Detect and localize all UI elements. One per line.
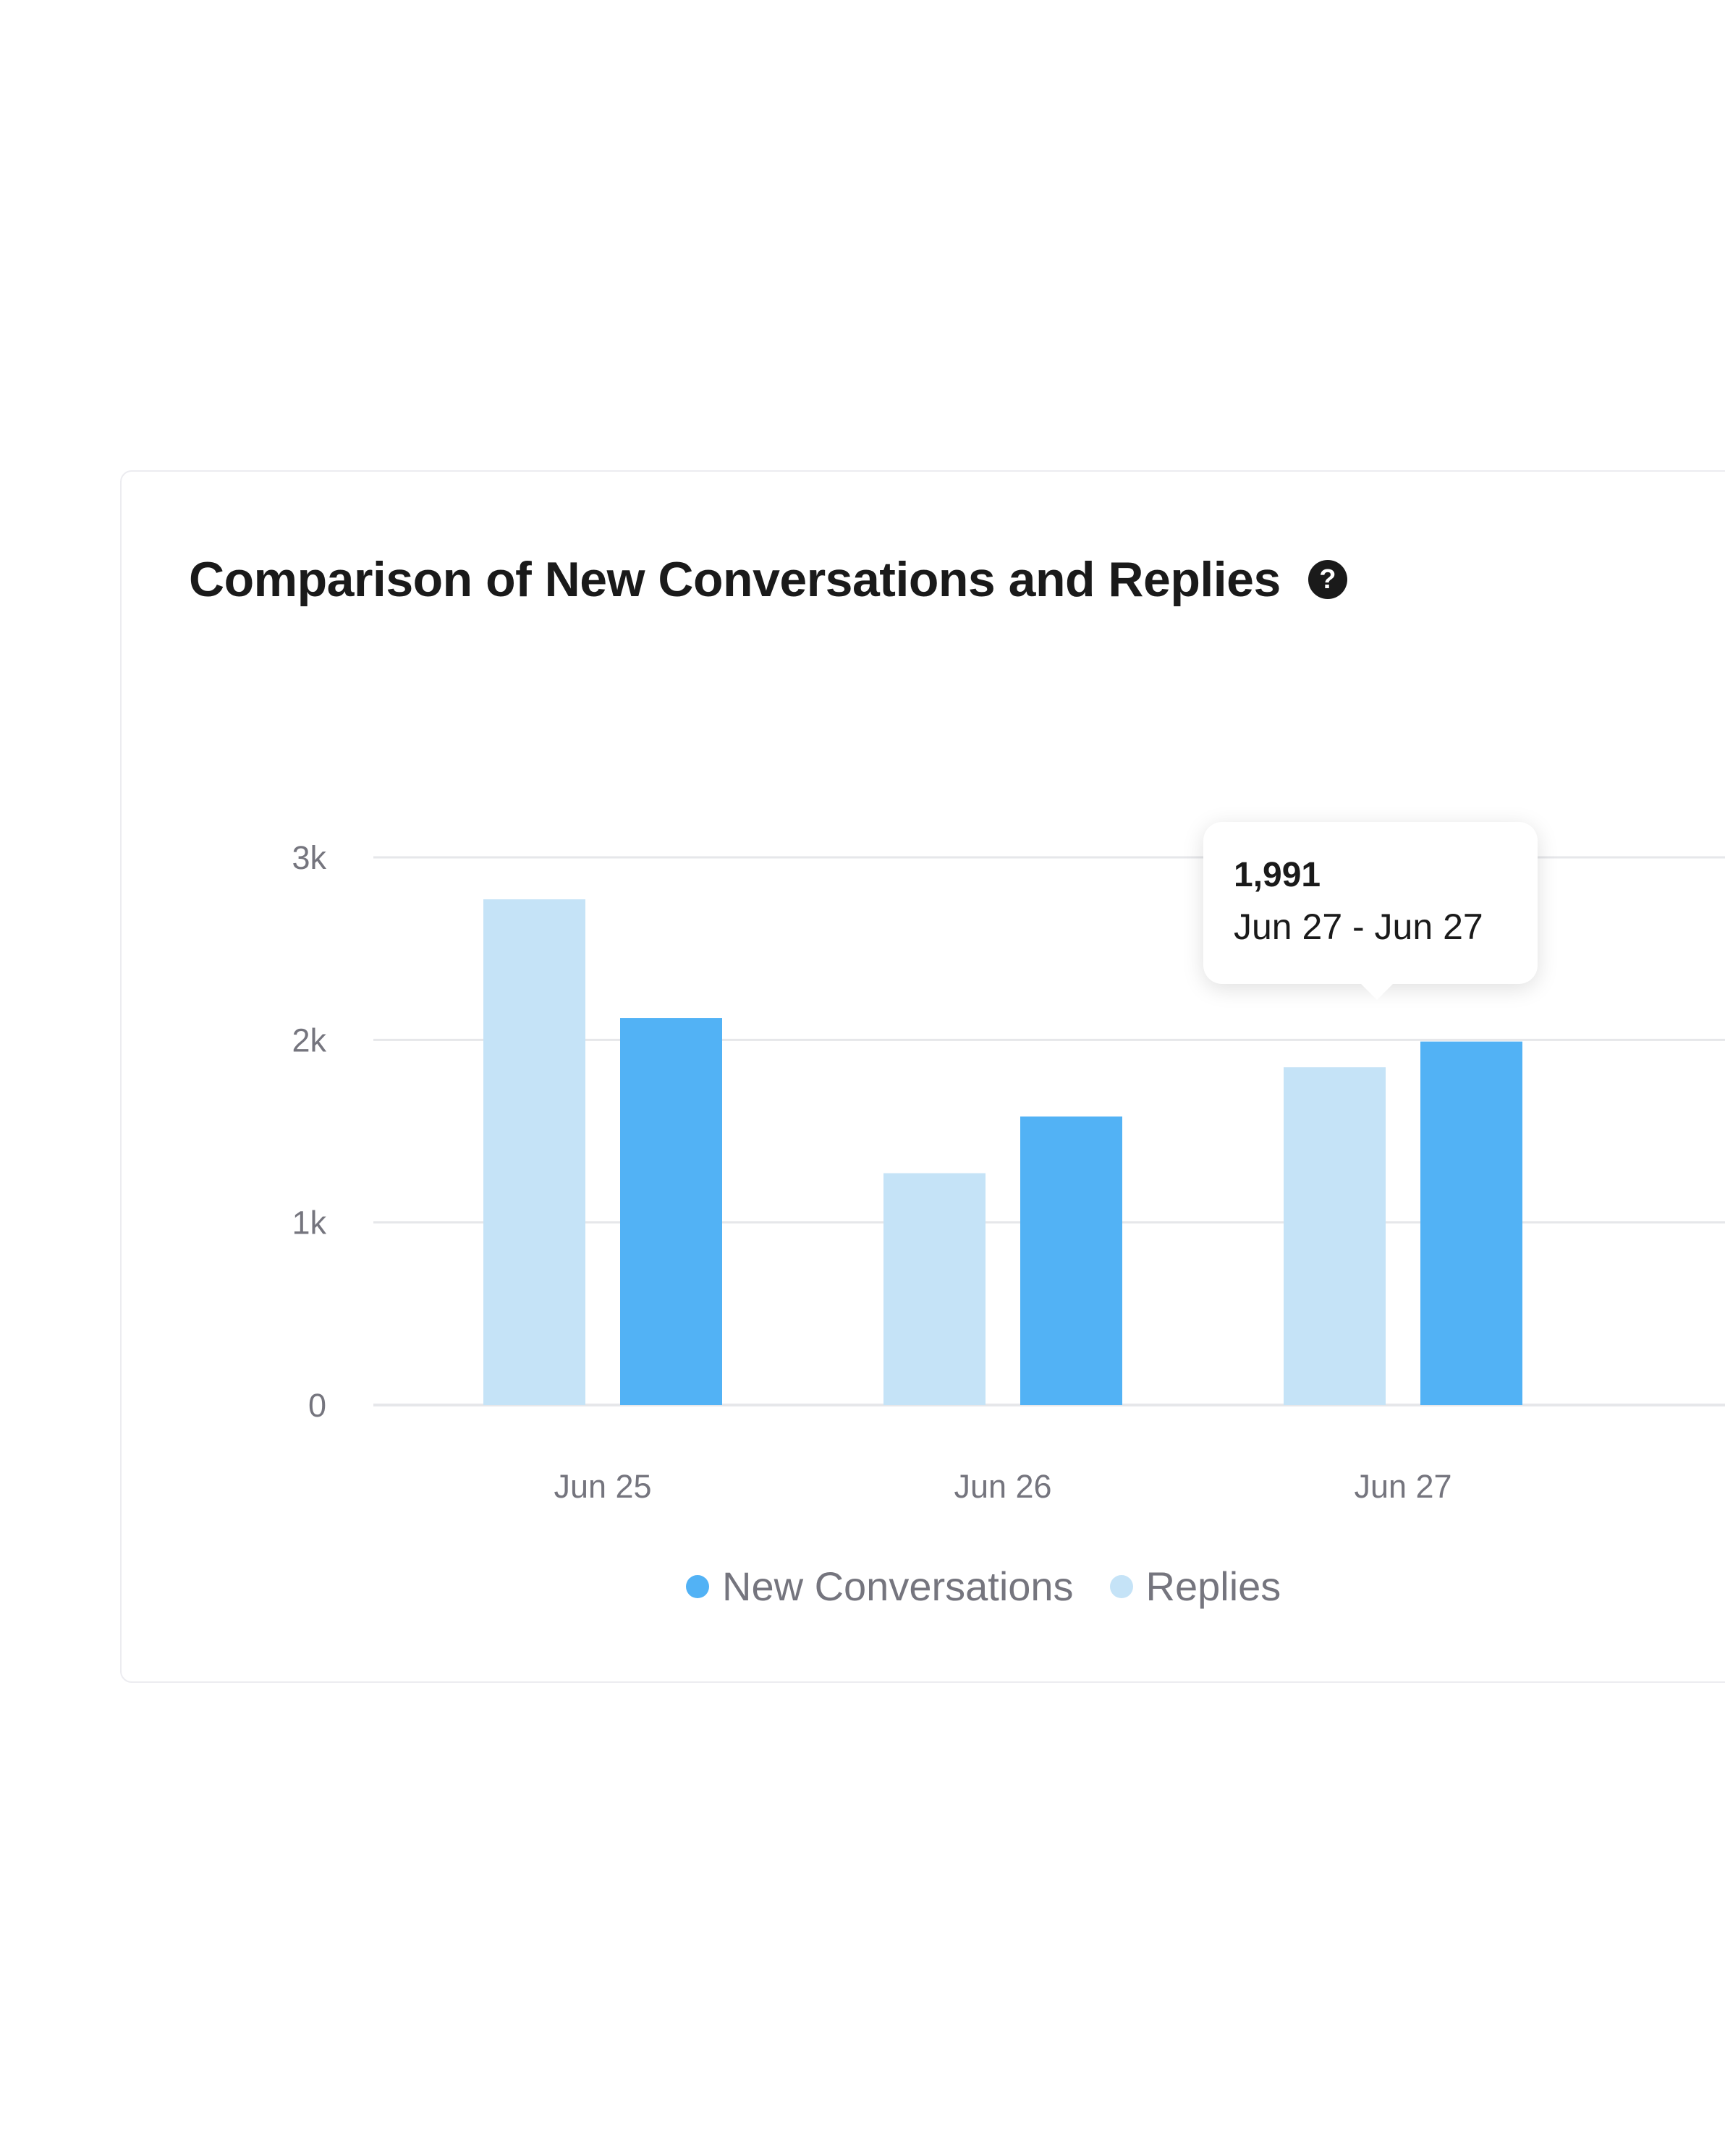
chart-title: Comparison of New Conversations and Repl… [189,552,1281,607]
tooltip-range: Jun 27 - Jun 27 [1234,906,1483,947]
bar-replies-jun-27[interactable] [1284,1067,1386,1405]
legend-swatch-replies [1109,1574,1133,1598]
y-tick-label: 0 [308,1387,326,1424]
legend-swatch-new-conversations [686,1574,709,1598]
tooltip-value: 1,991 [1234,856,1321,894]
x-tick-label: Jun 26 [954,1468,1051,1505]
question-circle-icon[interactable]: ? [1307,560,1347,599]
y-tick-label: 2k [292,1022,326,1058]
chart-tooltip: 1,991 Jun 27 - Jun 27 [1203,822,1538,1000]
chart-card: Comparison of New Conversations and Repl… [120,470,1725,1683]
bar-new-conversations-jun-26[interactable] [1020,1116,1122,1405]
y-tick-label: 1k [292,1205,326,1242]
legend-item-new-conversations[interactable]: New Conversations [686,1563,1074,1610]
chart-legend: New Conversations Replies [686,1563,1281,1610]
x-tick-label: Jun 27 [1354,1468,1451,1505]
x-tick-label: Jun 25 [554,1468,651,1505]
bar-new-conversations-jun-25[interactable] [620,1018,722,1405]
bar-replies-jun-25[interactable] [483,899,585,1405]
card-header: Comparison of New Conversations and Repl… [189,551,1347,608]
bars [483,899,1522,1405]
legend-item-replies[interactable]: Replies [1109,1563,1281,1610]
bar-replies-jun-26[interactable] [883,1173,986,1405]
bar-new-conversations-jun-27[interactable] [1420,1041,1522,1405]
legend-label-replies: Replies [1145,1563,1281,1609]
x-axis-ticks: Jun 25 Jun 26 Jun 27 [554,1468,1451,1505]
y-axis-ticks: 0 1k 2k 3k [292,839,326,1424]
bar-chart: 0 1k 2k 3k Jun 25 Jun 26 Jun 27 [292,839,1725,1505]
legend-label-new-conversations: New Conversations [722,1563,1074,1609]
y-tick-label: 3k [292,839,326,876]
